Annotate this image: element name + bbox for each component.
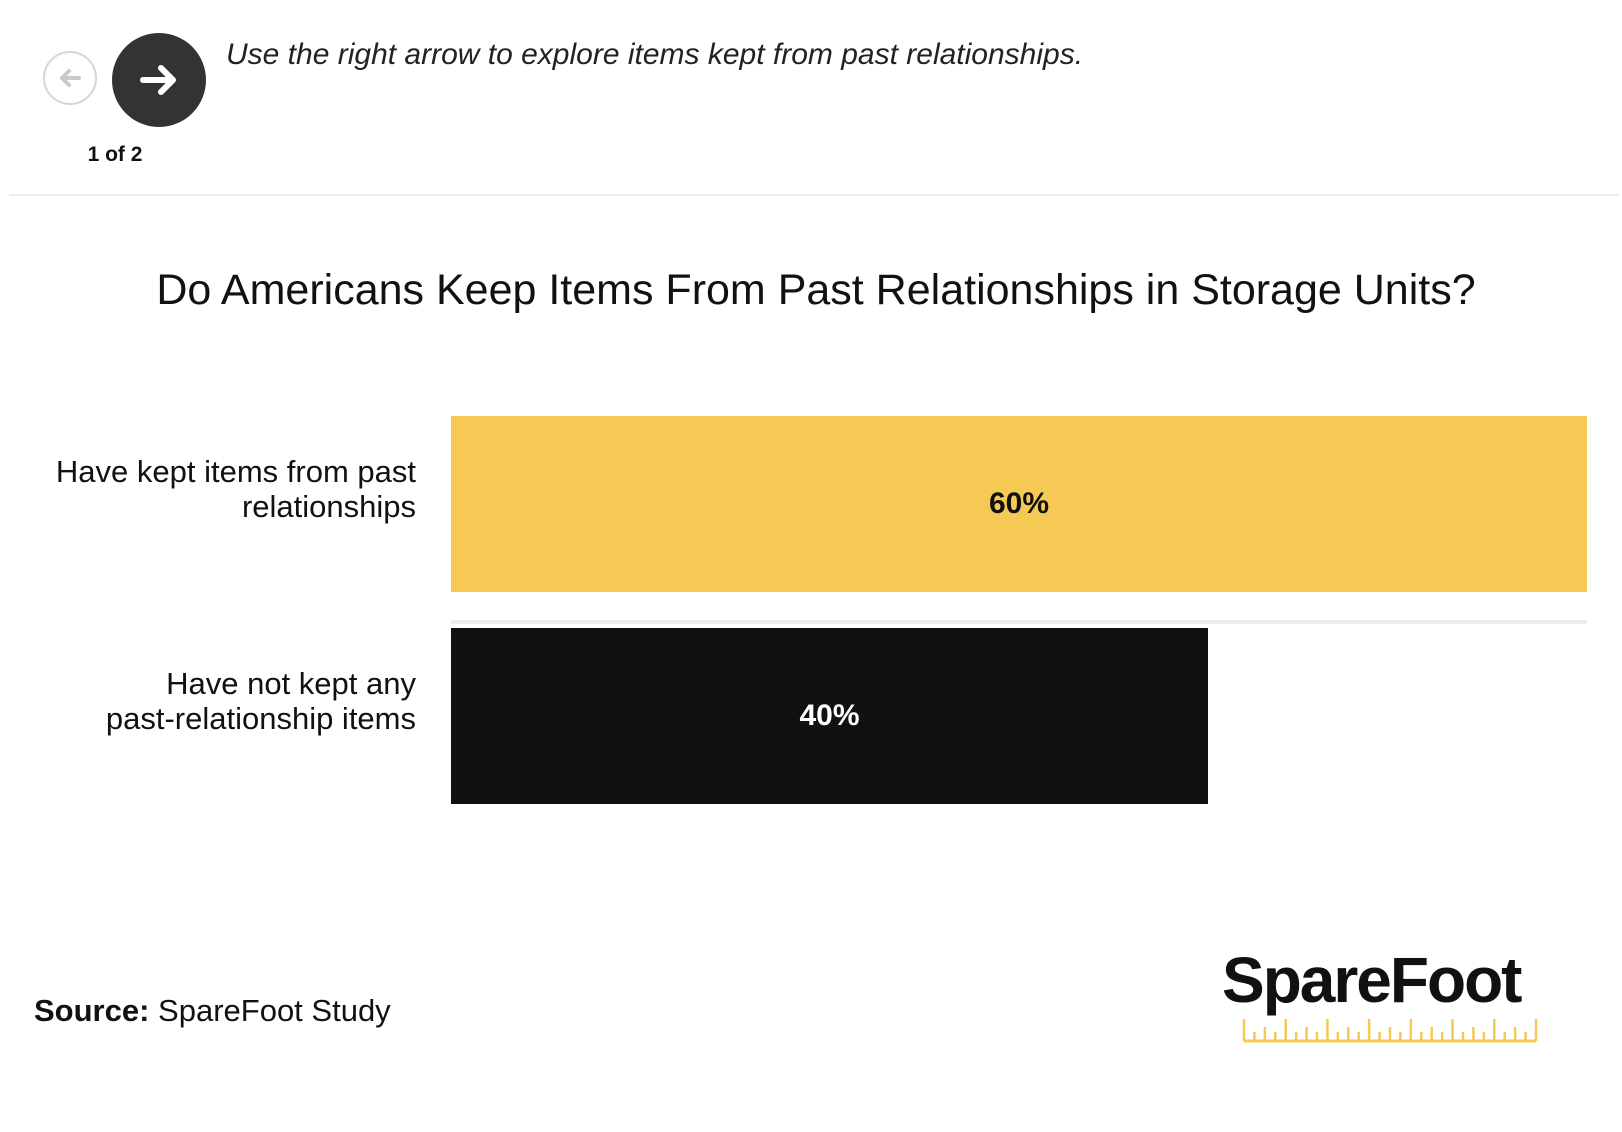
bar-value-label: 60% bbox=[988, 487, 1050, 520]
bar-1 bbox=[451, 416, 1587, 592]
logo-text: SpareFoot bbox=[1222, 944, 1522, 1016]
next-button[interactable] bbox=[112, 33, 206, 127]
bar-category-label: Have kept items from past relationships bbox=[55, 454, 416, 524]
source-text: SpareFoot Study bbox=[158, 993, 391, 1028]
arrow-left-icon bbox=[60, 69, 81, 87]
slide-counter: 1 of 2 bbox=[87, 143, 143, 166]
bar-chart: Have kept items from past relationships 60… bbox=[0, 400, 1622, 840]
bar-separator bbox=[451, 620, 1587, 624]
header-divider bbox=[9, 194, 1619, 196]
bar-value-label: 40% bbox=[799, 699, 860, 732]
source-line: Source: SpareFoot Study bbox=[34, 993, 391, 1029]
chart-title: Do Americans Keep Items From Past Relati… bbox=[156, 266, 1476, 314]
carousel-nav: 1 of 2 Use the right arrow to explore it… bbox=[0, 0, 1622, 196]
source-label: Source: bbox=[34, 993, 150, 1028]
ruler-icon bbox=[1242, 1019, 1538, 1043]
bar-category-label: Have not kept any past-relationship items bbox=[105, 666, 416, 736]
sparefoot-logo: SpareFoot bbox=[1222, 945, 1552, 1055]
arrow-right-icon bbox=[140, 65, 176, 95]
bar-2 bbox=[451, 628, 1208, 804]
instruction-text: Use the right arrow to explore items kep… bbox=[226, 38, 1084, 71]
previous-button[interactable] bbox=[43, 51, 97, 105]
